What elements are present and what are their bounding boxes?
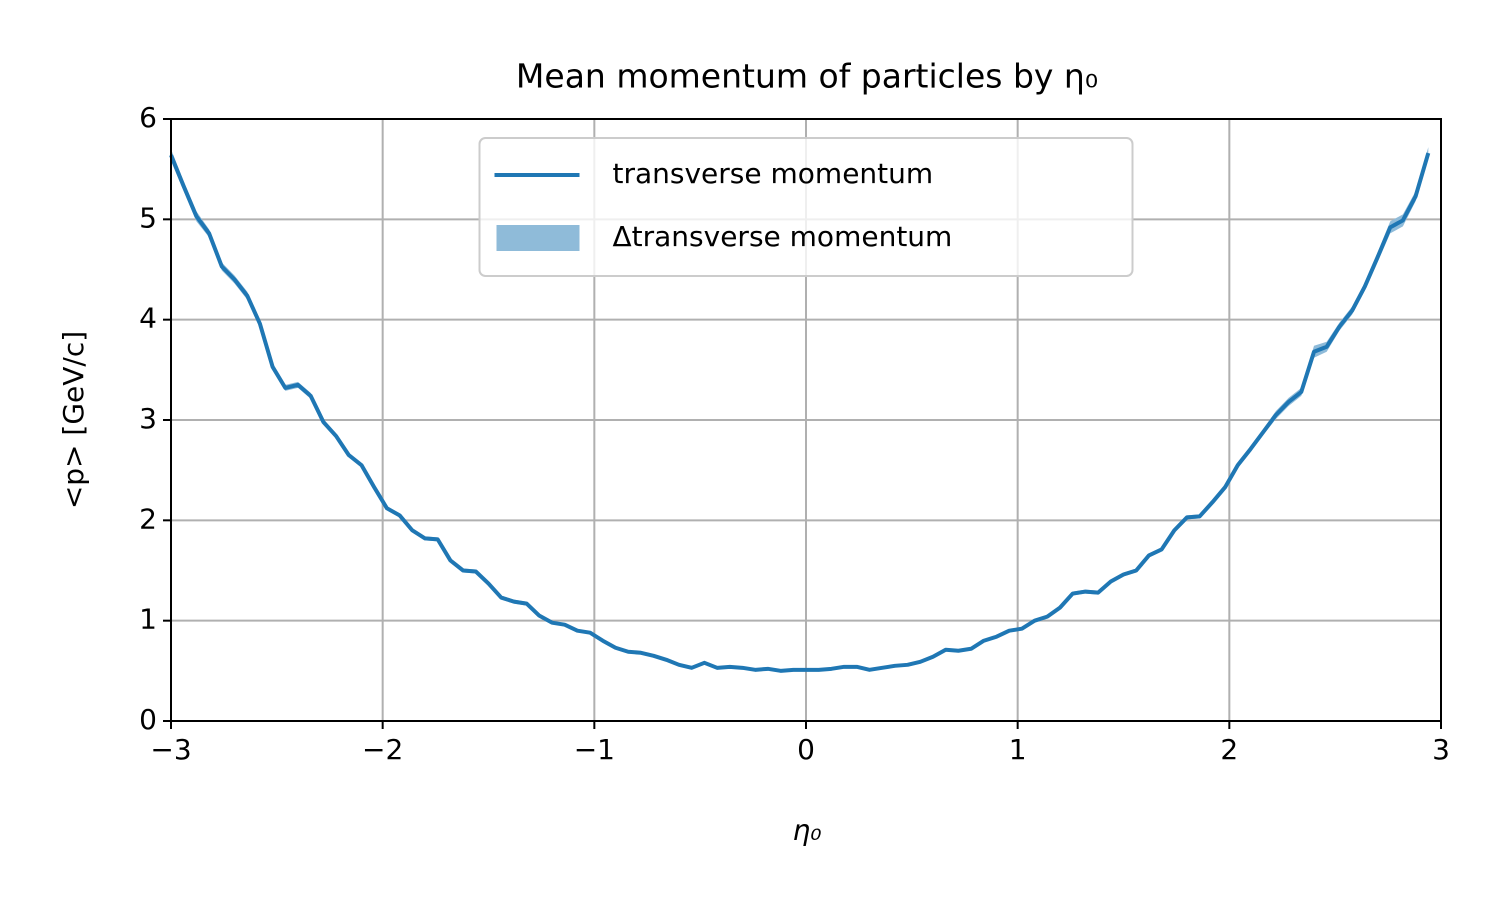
y-tick-label: 0 xyxy=(139,703,157,736)
y-tick-label: 5 xyxy=(139,201,157,234)
x-tick-label: −3 xyxy=(150,733,191,766)
y-axis-label: <p> [GeV/c] xyxy=(57,331,90,509)
y-tick-label: 3 xyxy=(139,402,157,435)
x-tick-label: 0 xyxy=(797,733,815,766)
legend-label: Δtransverse momentum xyxy=(613,220,953,253)
legend-box xyxy=(478,137,1134,277)
y-tick-label: 1 xyxy=(139,603,157,636)
x-tick-label: −2 xyxy=(362,733,403,766)
x-tick-label: 1 xyxy=(1009,733,1027,766)
legend-label: transverse momentum xyxy=(613,157,934,190)
x-tick-label: −1 xyxy=(574,733,615,766)
y-tick-label: 6 xyxy=(139,101,157,134)
x-tick-label: 2 xyxy=(1220,733,1238,766)
plot-frame xyxy=(170,118,1442,722)
x-tick-label: 3 xyxy=(1432,733,1450,766)
chart-title: Mean momentum of particles by η₀ xyxy=(516,57,1098,96)
data-line xyxy=(169,152,1431,673)
y-tick-label: 4 xyxy=(139,302,157,335)
legend-patch xyxy=(496,225,580,251)
x-axis-label: η₀ xyxy=(793,814,822,847)
y-tick-label: 2 xyxy=(139,502,157,535)
